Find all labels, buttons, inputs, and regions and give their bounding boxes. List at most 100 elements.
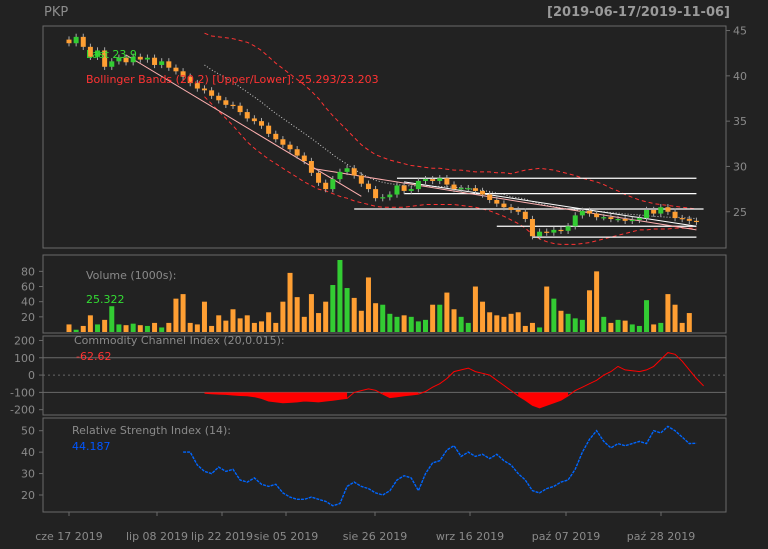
x-tick-label: paź 28 2019 (627, 530, 695, 543)
volume-bar (558, 310, 564, 332)
candle-body (615, 219, 621, 221)
volume-bar (152, 322, 158, 332)
volume-bar (280, 301, 286, 332)
volume-bar (415, 321, 421, 332)
candle-body (201, 88, 207, 91)
cci-last-value: -62.62 (76, 350, 111, 363)
volume-bar (344, 288, 350, 332)
candle-body (116, 57, 122, 62)
volume-bar (358, 310, 364, 332)
candle-body (444, 178, 450, 185)
candle-body (144, 57, 150, 60)
volume-bar (629, 324, 635, 332)
volume-bar (665, 294, 671, 332)
volume-bar (672, 304, 678, 332)
date-range: [2019-06-17/2019-11-06] (547, 5, 730, 20)
volume-bar (308, 294, 314, 332)
volume-bar (201, 301, 207, 332)
candle-body (651, 209, 657, 214)
candle-body (123, 57, 129, 63)
volume-bar (194, 324, 200, 332)
candle-body (259, 121, 265, 126)
volume-bar (187, 322, 193, 332)
candle-body (180, 71, 186, 77)
volume-tick-label: 80 (21, 265, 35, 278)
candle-body (458, 188, 464, 190)
candle-body (451, 184, 457, 190)
candle-body (102, 50, 108, 67)
rsi-last-value: 44.187 (72, 440, 111, 453)
volume-bar (87, 315, 93, 332)
volume-bar (572, 318, 578, 332)
volume-bar (636, 325, 642, 332)
candle-body (209, 90, 215, 96)
candle-body (316, 172, 322, 183)
volume-bar (337, 260, 343, 332)
candle-body (373, 189, 379, 199)
candle-body (636, 218, 642, 220)
candle-body (237, 105, 243, 113)
candle-body (644, 209, 650, 219)
panel-frame-price (42, 25, 727, 249)
volume-bar (137, 325, 143, 332)
volume-bar (658, 322, 664, 332)
candle-body (223, 100, 229, 105)
candle-body (423, 179, 428, 181)
candle-body (351, 168, 357, 176)
bollinger-legend: Bollinger Bands (20,2) [Upper/Lower]: 25… (86, 73, 379, 86)
candle-body (480, 190, 486, 195)
volume-tick-label: 40 (21, 296, 35, 309)
volume-bar (508, 313, 514, 332)
price-tick-label: 30 (733, 160, 747, 173)
volume-bar (387, 313, 393, 332)
volume-bar (173, 298, 179, 332)
volume-tick-label: 20 (21, 311, 35, 324)
candle-body (487, 194, 493, 200)
volume-bar (494, 315, 500, 332)
candle-body (387, 194, 393, 198)
price-tick-label: 45 (733, 25, 747, 38)
volume-bar (487, 312, 493, 332)
candle-body (501, 203, 507, 208)
volume-tick-label: 60 (21, 281, 35, 294)
volume-bar (601, 316, 607, 332)
volume-bar (230, 309, 236, 332)
candle-body (465, 188, 471, 190)
candle-body (273, 133, 279, 140)
candle-body (522, 211, 528, 220)
volume-bar (394, 316, 400, 332)
candle-body (159, 61, 165, 65)
volume-bar (216, 315, 222, 332)
volume-bar (301, 316, 307, 332)
cci-oversold-fill (204, 392, 569, 408)
volume-bar (380, 304, 386, 332)
candle-body (515, 209, 521, 212)
volume-label: Volume (1000s): (86, 269, 176, 282)
candle-body (358, 175, 364, 184)
rsi-tick-label: 30 (21, 468, 35, 481)
candle-body (558, 229, 564, 232)
candle-body (194, 83, 200, 89)
symbol-title: PKP (44, 5, 69, 20)
candle-body (579, 210, 585, 216)
volume-bar (430, 304, 436, 332)
volume-bar (294, 297, 300, 332)
volume-bar (95, 324, 101, 332)
volume-bar (686, 313, 692, 332)
volume-bar (144, 325, 150, 332)
candle-body (408, 189, 414, 191)
volume-bar (644, 300, 650, 332)
volume-bar (437, 304, 443, 332)
candle-body (551, 229, 557, 233)
price-tick-label: 35 (733, 115, 747, 128)
candle-body (287, 144, 293, 150)
volume-bar (537, 327, 543, 332)
x-tick-label: lip 22 2019 (191, 530, 253, 543)
candle-body (280, 139, 286, 145)
candle-body (87, 46, 93, 57)
candle-body (622, 219, 628, 221)
rsi-tick-label: 40 (21, 446, 35, 459)
candle-body (430, 179, 436, 181)
candle-body (394, 185, 400, 195)
